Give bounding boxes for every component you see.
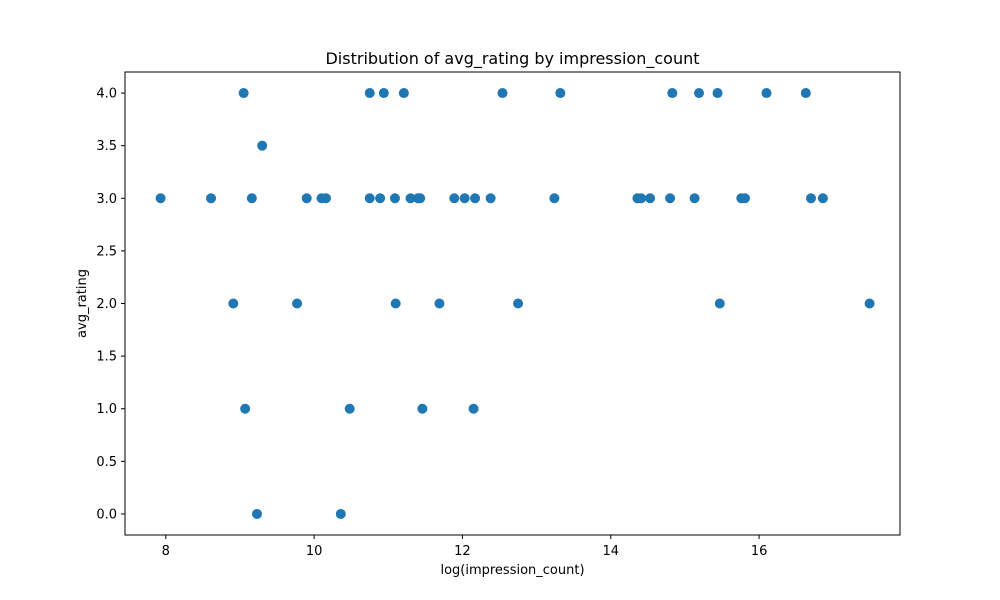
data-point-46 [761,88,772,99]
data-point-19 [390,298,401,309]
x-tick-label: 10 [306,544,323,559]
data-point-21 [405,193,416,204]
data-point-41 [694,88,705,99]
y-tick-label: 3.5 [96,139,117,154]
data-point-7 [257,140,268,151]
chart-title: Distribution of avg_rating by impression… [325,49,699,69]
y-tick-label: 4.0 [96,87,117,102]
data-point-6 [252,508,263,519]
data-point-29 [470,193,481,204]
data-point-28 [468,403,479,414]
data-point-48 [806,193,817,204]
data-point-47 [800,88,811,99]
x-tick-label: 16 [751,544,768,559]
data-point-14 [364,88,375,99]
data-point-17 [378,88,389,99]
y-tick-label: 2.0 [96,297,117,312]
y-axis-label: avg_rating [75,269,90,338]
data-point-24 [417,403,428,414]
data-point-15 [364,193,375,204]
x-tick-label: 8 [162,544,170,559]
y-tick-label: 0.0 [96,507,117,522]
x-axis-label: log(impression_count) [440,563,584,578]
data-point-31 [497,88,508,99]
data-point-43 [714,298,725,309]
data-point-13 [344,403,355,414]
data-point-18 [389,193,400,204]
data-point-42 [712,88,723,99]
plot-frame [124,71,901,536]
y-tick-label: 1.5 [96,350,117,365]
data-point-1 [206,193,217,204]
data-point-11 [320,193,331,204]
x-axis-ticks: 8 10 12 14 16 [162,535,768,559]
data-point-45 [740,193,750,204]
data-point-12 [335,508,346,519]
data-point-4 [240,403,251,414]
data-point-50 [864,298,875,309]
data-point-3 [238,88,249,99]
data-point-20 [398,88,409,99]
data-point-23 [415,193,426,204]
data-point-49 [817,193,828,204]
data-point-26 [449,193,460,204]
data-point-30 [485,193,496,204]
data-point-2 [228,298,239,309]
data-point-16 [375,193,386,204]
data-point-33 [549,193,560,204]
y-tick-label: 0.5 [96,455,117,470]
data-point-40 [689,193,700,204]
y-axis-ticks: 0.0 0.5 1.0 1.5 2.0 2.5 3.0 3.5 4.0 [96,87,125,522]
data-point-38 [665,193,676,204]
x-tick-label: 14 [602,544,619,559]
data-point-27 [459,193,470,204]
y-tick-label: 1.0 [96,402,117,417]
data-point-37 [645,193,656,204]
data-point-32 [513,298,524,309]
x-tick-label: 12 [454,544,471,559]
data-point-25 [434,298,445,309]
data-point-5 [246,193,257,204]
points-layer [155,88,875,519]
data-point-36 [636,193,647,204]
data-point-9 [301,193,312,204]
y-tick-label: 2.5 [96,244,117,259]
y-tick-label: 3.0 [96,192,117,207]
data-point-0 [155,193,166,204]
data-point-34 [555,88,566,99]
data-point-39 [667,88,678,99]
data-point-8 [292,298,303,309]
